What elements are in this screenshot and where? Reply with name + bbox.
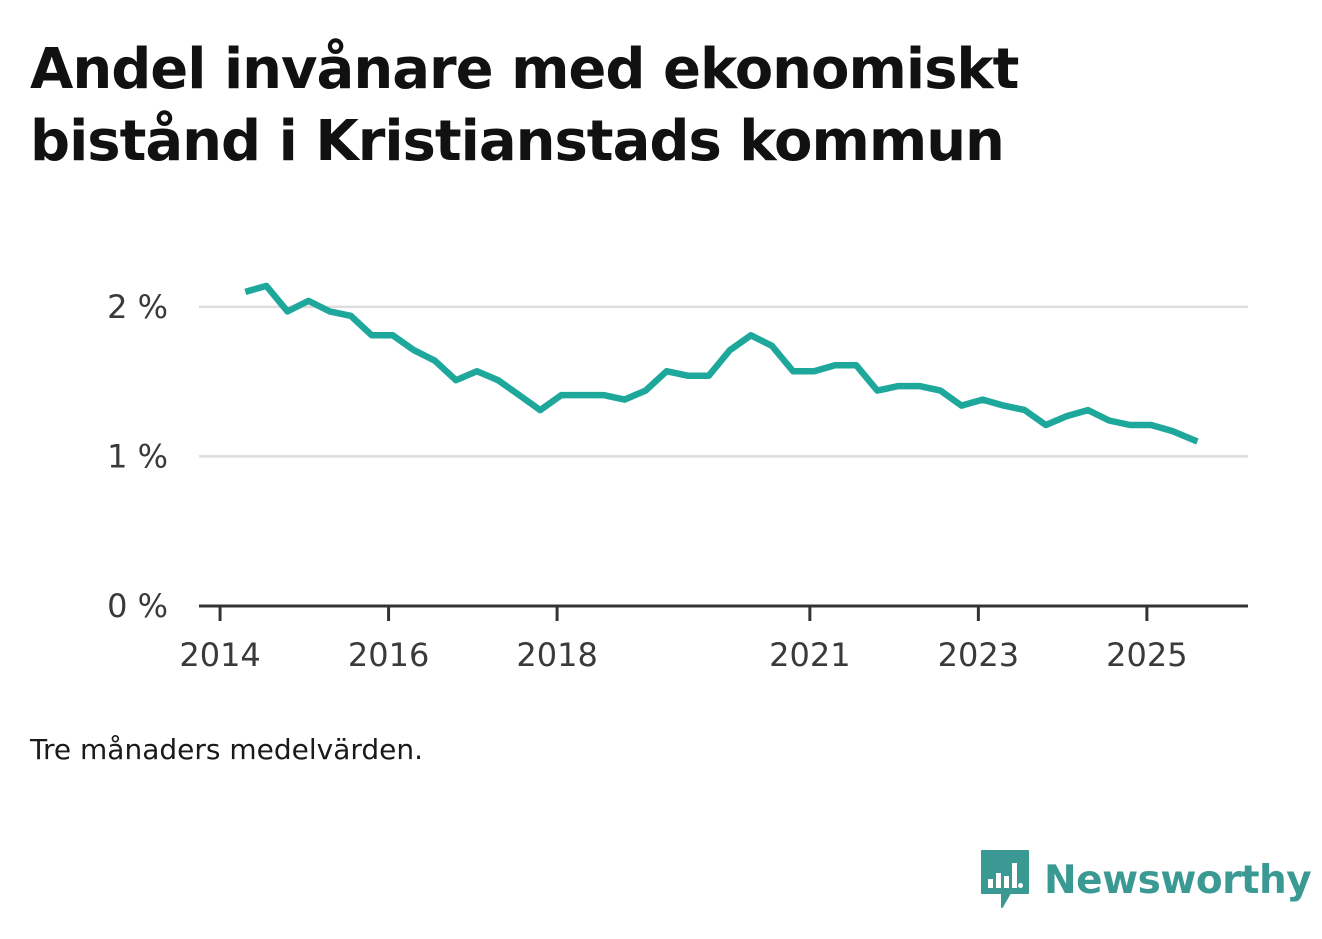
data-point <box>1127 422 1133 428</box>
data-point <box>642 387 648 393</box>
data-point <box>937 387 943 393</box>
data-point <box>453 377 459 383</box>
y-axis-tick-labels: 0 % 1 % 2 % <box>107 288 168 625</box>
data-point <box>1169 428 1175 434</box>
data-point <box>242 289 248 295</box>
y-tick-label: 2 % <box>107 288 168 326</box>
data-point <box>958 402 964 408</box>
data-point <box>1043 422 1049 428</box>
data-point <box>1194 438 1200 444</box>
data-point <box>916 383 922 389</box>
data-point <box>390 332 396 338</box>
data-point <box>284 308 290 314</box>
data-point <box>305 298 311 304</box>
data-point <box>621 396 627 402</box>
data-point <box>579 392 585 398</box>
x-axis <box>199 604 1248 621</box>
x-tick-label: 2021 <box>769 636 850 674</box>
data-point <box>811 368 817 374</box>
data-point <box>411 347 417 353</box>
data-point <box>706 372 712 378</box>
data-point <box>432 358 438 364</box>
y-tick-label: 0 % <box>107 587 168 625</box>
data-point <box>558 392 564 398</box>
data-point <box>495 377 501 383</box>
data-point <box>895 383 901 389</box>
data-point <box>769 343 775 349</box>
data-point <box>1148 422 1154 428</box>
footnote: Tre månaders medelvärden. <box>30 733 424 766</box>
series-line <box>244 282 1199 445</box>
grid-lines <box>199 305 1248 458</box>
x-tick-label: 2014 <box>179 636 260 674</box>
data-point <box>1064 413 1070 419</box>
data-point <box>347 313 353 319</box>
data-point <box>600 392 606 398</box>
x-tick-label: 2016 <box>348 636 429 674</box>
x-axis-tick-labels: 2014 2016 2018 2021 2023 2025 <box>179 636 1187 674</box>
data-point <box>748 332 754 338</box>
x-tick-label: 2018 <box>516 636 597 674</box>
data-point <box>832 362 838 368</box>
bar-chart-speech-bubble-icon <box>981 850 1029 908</box>
data-point <box>537 407 543 413</box>
chart-title: Andel invånare med ekonomiskt bistånd i … <box>30 37 1019 174</box>
data-point <box>1106 417 1112 423</box>
data-point <box>663 368 669 374</box>
data-point <box>853 362 859 368</box>
data-point <box>874 387 880 393</box>
x-tick-label: 2025 <box>1106 636 1187 674</box>
data-point <box>979 396 985 402</box>
data-point <box>1022 407 1028 413</box>
brand-name: Newsworthy <box>1044 857 1312 903</box>
series-layer <box>242 282 1200 445</box>
data-point <box>474 368 480 374</box>
data-point <box>790 368 796 374</box>
data-point <box>1000 402 1006 408</box>
data-point <box>727 347 733 353</box>
x-tick-label: 2023 <box>938 636 1019 674</box>
y-tick-label: 1 % <box>107 437 168 475</box>
data-point <box>516 392 522 398</box>
data-point <box>263 283 269 289</box>
data-point <box>684 372 690 378</box>
brand[interactable]: Newsworthy <box>980 848 1312 912</box>
data-point <box>1085 407 1091 413</box>
data-point <box>326 308 332 314</box>
data-point <box>369 332 375 338</box>
